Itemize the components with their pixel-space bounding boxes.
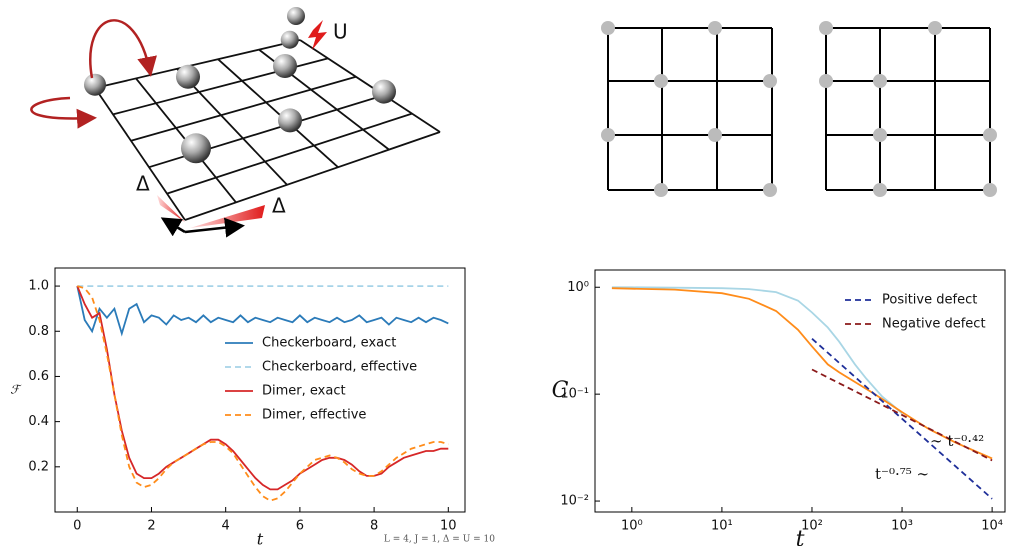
site: [928, 21, 942, 35]
particle: [181, 133, 211, 163]
site: [819, 74, 833, 88]
y-tick-label: 10⁰: [567, 280, 589, 295]
site: [763, 74, 777, 88]
series-line: [612, 287, 902, 413]
label-delta: Δ: [136, 172, 150, 196]
annotation: t⁻⁰·⁷⁵ ∼: [875, 465, 929, 483]
particle: [84, 74, 106, 96]
y-tick-label: 0.6: [28, 369, 49, 384]
site: [654, 74, 668, 88]
lattice-line: [131, 77, 356, 141]
legend-label: Positive defect: [882, 293, 977, 308]
hopping-arrows: [31, 20, 150, 118]
x-tick-label: 10: [440, 519, 457, 534]
site: [763, 183, 777, 197]
annotation: L = 4, J = 1, Δ = U = 10: [384, 535, 495, 545]
site: [654, 183, 668, 197]
site: [819, 21, 833, 35]
legend-label: Checkerboard, effective: [262, 360, 417, 375]
label-delta: Δ: [272, 194, 286, 218]
x-tick-label: 2: [147, 519, 155, 534]
site: [708, 128, 722, 142]
particle: [273, 54, 297, 78]
x-tick-label: 0: [73, 519, 81, 534]
site: [983, 128, 997, 142]
y-tick-label: 0.8: [28, 324, 49, 339]
y-tick-label: 1.0: [28, 279, 49, 294]
particle: [278, 108, 302, 132]
particle: [176, 65, 200, 89]
x-tick-label: 8: [370, 519, 378, 534]
annotation: ∼ t⁻⁰·⁴²: [930, 432, 984, 450]
x-tick-label: 10¹: [711, 519, 733, 534]
site: [873, 74, 887, 88]
x-tick-label: 4: [222, 519, 230, 534]
y-tick-label: 0.2: [28, 459, 49, 474]
series-line: [77, 286, 448, 333]
lattice-diagrams: [601, 21, 997, 197]
site: [873, 183, 887, 197]
legend-label: Checkerboard, exact: [262, 336, 396, 351]
site: [601, 21, 615, 35]
particle: [281, 31, 299, 49]
y-axis-label: ℱ: [10, 383, 22, 397]
site: [601, 128, 615, 142]
interaction-bolt: [308, 20, 327, 50]
site: [873, 128, 887, 142]
legend-label: Negative defect: [882, 317, 986, 332]
y-tick-label: 10⁻²: [560, 494, 589, 509]
site: [708, 21, 722, 35]
legend-label: Dimer, effective: [262, 408, 366, 423]
x-tick-label: 6: [296, 519, 304, 534]
y-axis-label: C: [552, 378, 569, 403]
wedge: [190, 205, 265, 228]
y-tick-label: 0.4: [28, 414, 49, 429]
figure: U Δ Δ 0 2 4 6 8 10 0.2 0.4 0.6 0.8 1.0 t ℱ Checkerboa…: [0, 0, 1010, 546]
label-u: U: [333, 20, 348, 44]
particle: [372, 80, 396, 104]
x-tick-label: 10⁴: [981, 519, 1003, 534]
x-tick-label: 10³: [891, 519, 913, 534]
x-tick-label: 10⁰: [621, 519, 643, 534]
particle: [287, 7, 305, 25]
x-axis-label: t: [796, 527, 805, 546]
legend-label: Dimer, exact: [262, 384, 346, 399]
x-axis-label: t: [257, 530, 264, 546]
plot-frame: [55, 268, 465, 512]
site: [983, 183, 997, 197]
